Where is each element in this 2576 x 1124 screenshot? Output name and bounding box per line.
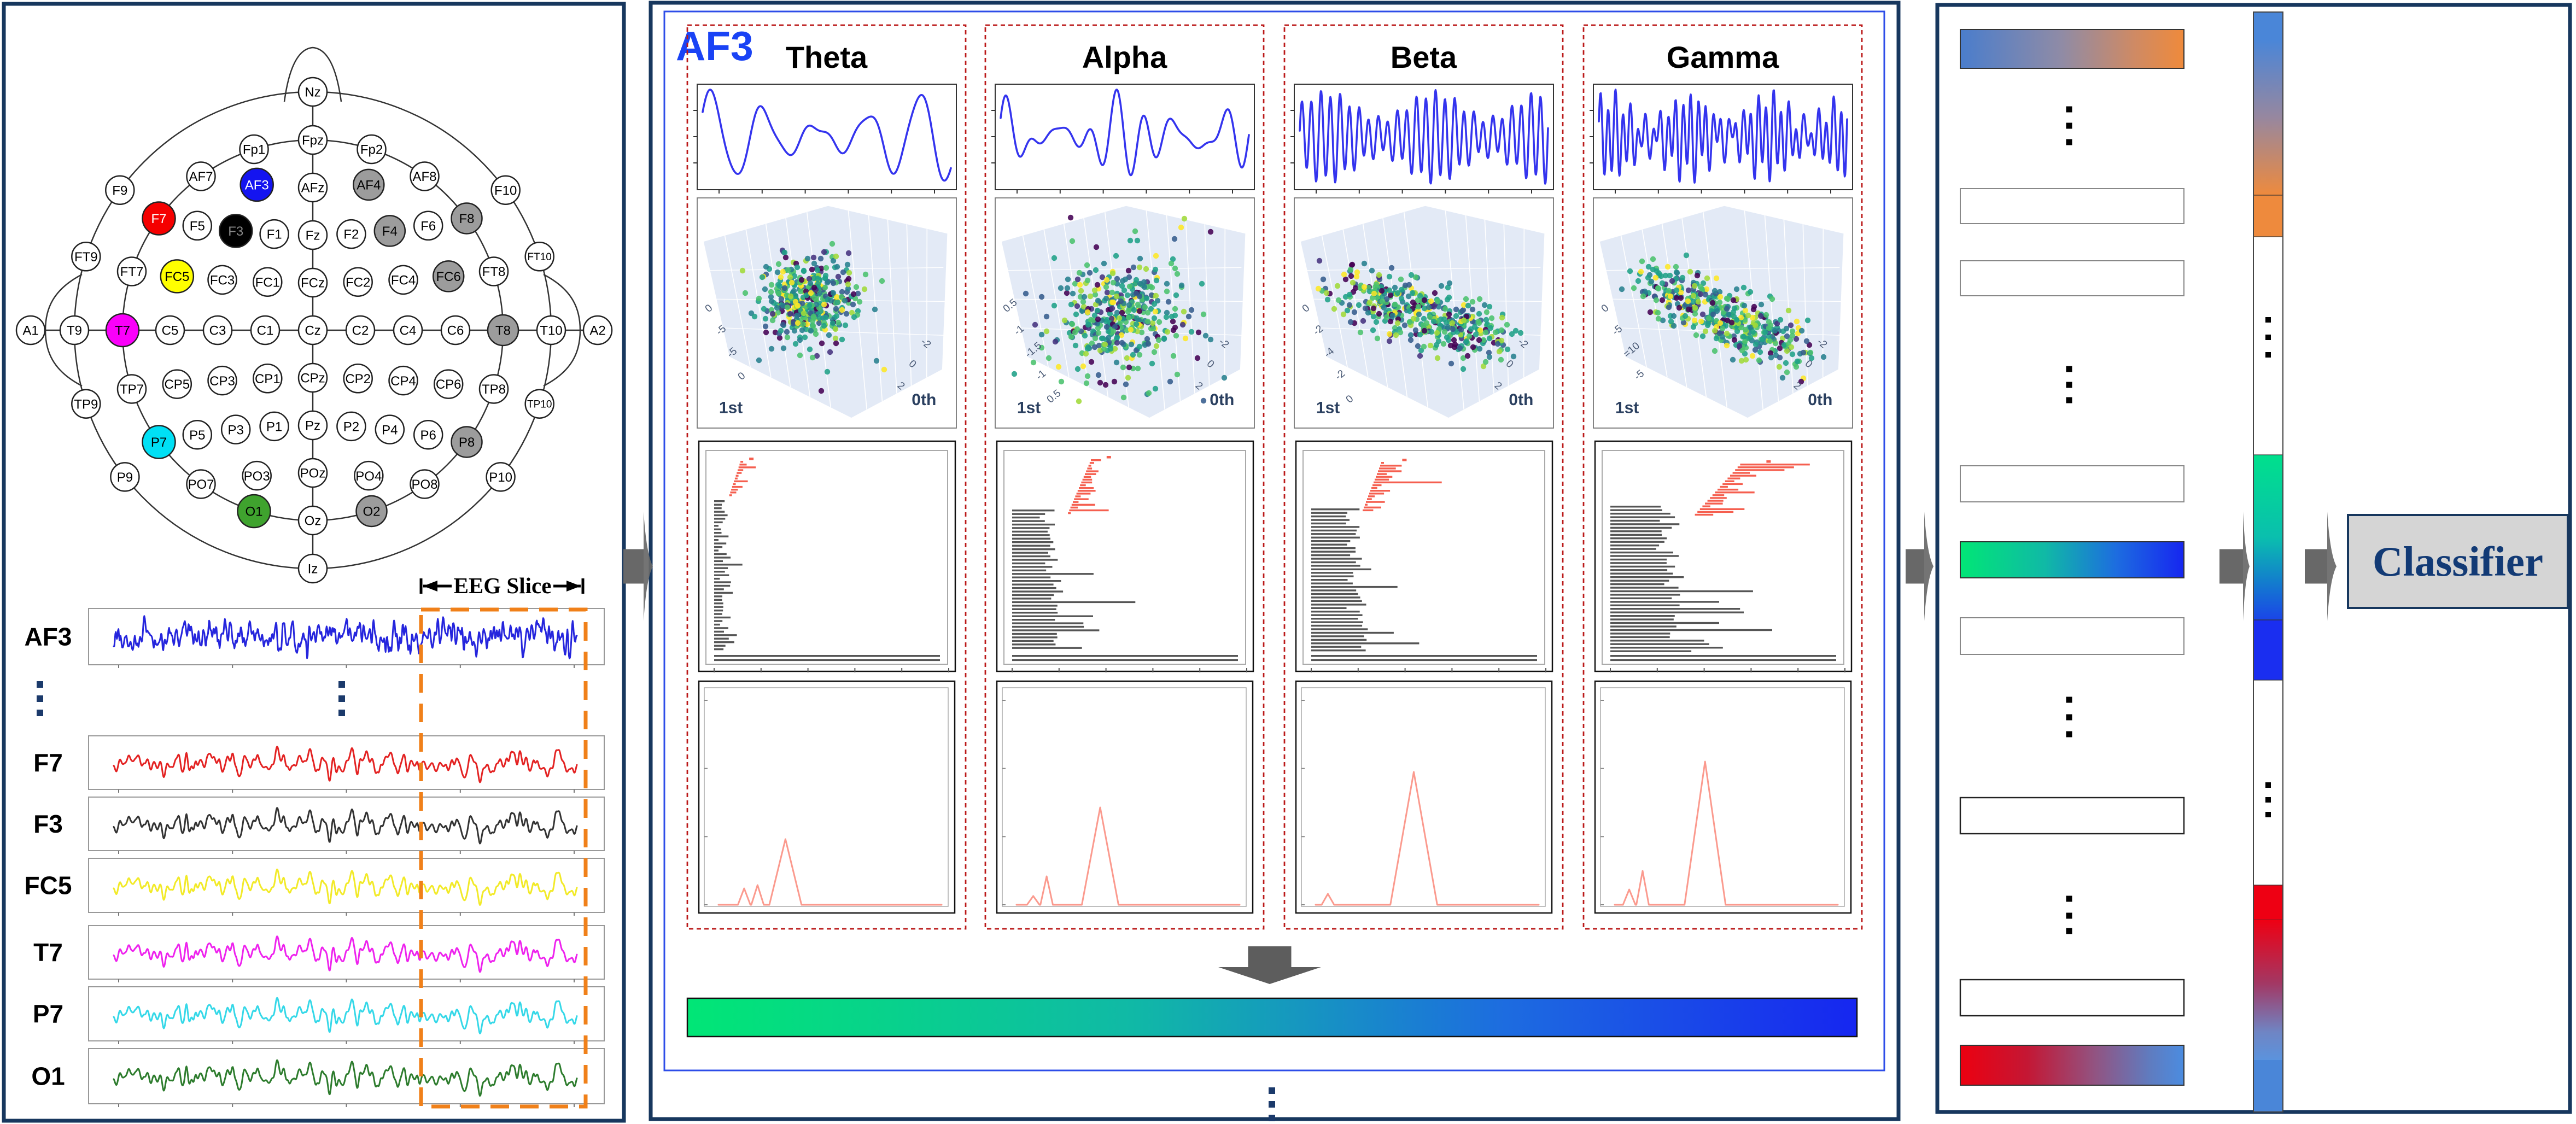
svg-text:FC2: FC2 [346,275,370,290]
svg-text:1st: 1st [1615,399,1639,417]
svg-text:P1: P1 [266,420,282,435]
svg-text:C3: C3 [209,324,226,338]
svg-text:P2: P2 [343,420,359,435]
svg-text:C6: C6 [447,324,464,338]
svg-text:CP3: CP3 [209,374,235,389]
svg-text:F5: F5 [190,219,205,234]
svg-text:O1: O1 [31,1062,65,1091]
svg-text:P8: P8 [459,435,475,450]
svg-text:Alpha: Alpha [1082,40,1167,74]
svg-text:EEG Slice: EEG Slice [454,573,552,598]
svg-text:Classifier: Classifier [2373,538,2543,585]
svg-text:TP7: TP7 [120,382,144,397]
svg-text:PO8: PO8 [411,477,437,492]
svg-text:P7: P7 [33,1000,63,1028]
svg-text:Gamma: Gamma [1667,40,1779,74]
svg-text:Oz: Oz [305,514,322,529]
svg-text:C1: C1 [257,324,274,338]
svg-text:FC5: FC5 [25,871,72,900]
svg-text:CP4: CP4 [390,374,416,389]
svg-text:Cz: Cz [305,324,320,338]
svg-text:AF8: AF8 [412,169,436,184]
svg-text:T9: T9 [67,324,82,338]
svg-text:T8: T8 [495,324,511,338]
svg-text:Fp1: Fp1 [243,143,265,157]
svg-text:F4: F4 [382,224,398,239]
svg-text:0th: 0th [1509,391,1533,409]
svg-text:P6: P6 [420,428,436,443]
svg-text:AF3: AF3 [25,623,72,651]
svg-text:F10: F10 [494,183,517,198]
svg-text:O2: O2 [363,505,380,519]
svg-text:FC5: FC5 [165,270,189,284]
svg-text:F7: F7 [33,748,63,777]
svg-text:T7: T7 [115,324,130,338]
svg-text:FT9: FT9 [74,250,98,265]
svg-text:P5: P5 [189,428,205,443]
svg-text:FC4: FC4 [391,273,416,288]
svg-text:FCz: FCz [301,276,325,291]
svg-text:AF4: AF4 [357,178,381,193]
svg-text:AF7: AF7 [189,169,213,184]
svg-text:CP1: CP1 [255,372,281,387]
svg-text:F2: F2 [343,227,359,242]
svg-text:P4: P4 [382,423,398,437]
svg-text:CP5: CP5 [164,377,190,392]
svg-text:POz: POz [300,466,326,481]
svg-text:0th: 0th [912,391,936,409]
svg-text:Fz: Fz [306,229,320,243]
svg-text:P10: P10 [489,470,512,485]
svg-text:FT8: FT8 [482,265,506,279]
svg-text:PO3: PO3 [244,469,270,484]
svg-text:0th: 0th [1808,391,1832,409]
svg-text:F3: F3 [228,224,243,239]
svg-text:F1: F1 [267,227,282,242]
svg-text:P7: P7 [151,435,167,450]
svg-text:FC6: FC6 [436,270,461,284]
svg-text:1st: 1st [1316,399,1340,417]
svg-text:TP8: TP8 [482,382,506,397]
svg-text:AF3: AF3 [676,23,753,69]
svg-text:P9: P9 [117,470,133,485]
svg-text:Fp2: Fp2 [360,143,383,157]
svg-text:F3: F3 [33,810,63,838]
svg-text:F6: F6 [420,219,436,234]
svg-text:PO4: PO4 [355,469,382,484]
svg-text:O1: O1 [245,505,262,519]
svg-text:C5: C5 [162,324,179,338]
svg-text:FC1: FC1 [255,275,280,290]
svg-text:F7: F7 [151,212,166,226]
svg-text:AF3: AF3 [245,178,269,193]
svg-text:Nz: Nz [305,85,320,100]
svg-text:1st: 1st [719,399,743,417]
svg-text:C4: C4 [400,324,417,338]
svg-text:Fpz: Fpz [302,133,324,148]
svg-text:Theta: Theta [786,40,868,74]
svg-text:TP9: TP9 [74,397,98,412]
svg-text:F8: F8 [459,212,474,226]
svg-text:T10: T10 [540,324,562,338]
svg-text:Beta: Beta [1391,40,1457,74]
svg-text:Pz: Pz [305,419,320,434]
svg-text:CP6: CP6 [436,377,462,392]
svg-text:PO7: PO7 [188,477,214,492]
svg-text:T7: T7 [33,938,63,967]
svg-text:TP10: TP10 [527,399,552,411]
svg-text:0th: 0th [1210,391,1234,409]
svg-text:FT10: FT10 [528,251,552,263]
svg-text:CP2: CP2 [345,372,371,387]
svg-text:A2: A2 [589,324,605,338]
svg-text:P3: P3 [228,423,244,437]
svg-text:CPz: CPz [300,371,325,386]
svg-text:Iz: Iz [308,562,318,577]
svg-text:1st: 1st [1017,399,1041,417]
svg-text:A1: A1 [22,324,38,338]
svg-text:C2: C2 [352,324,369,338]
svg-text:FT7: FT7 [120,265,144,279]
svg-text:F9: F9 [112,183,127,198]
svg-text:AFz: AFz [301,181,325,196]
svg-text:FC3: FC3 [210,273,235,288]
